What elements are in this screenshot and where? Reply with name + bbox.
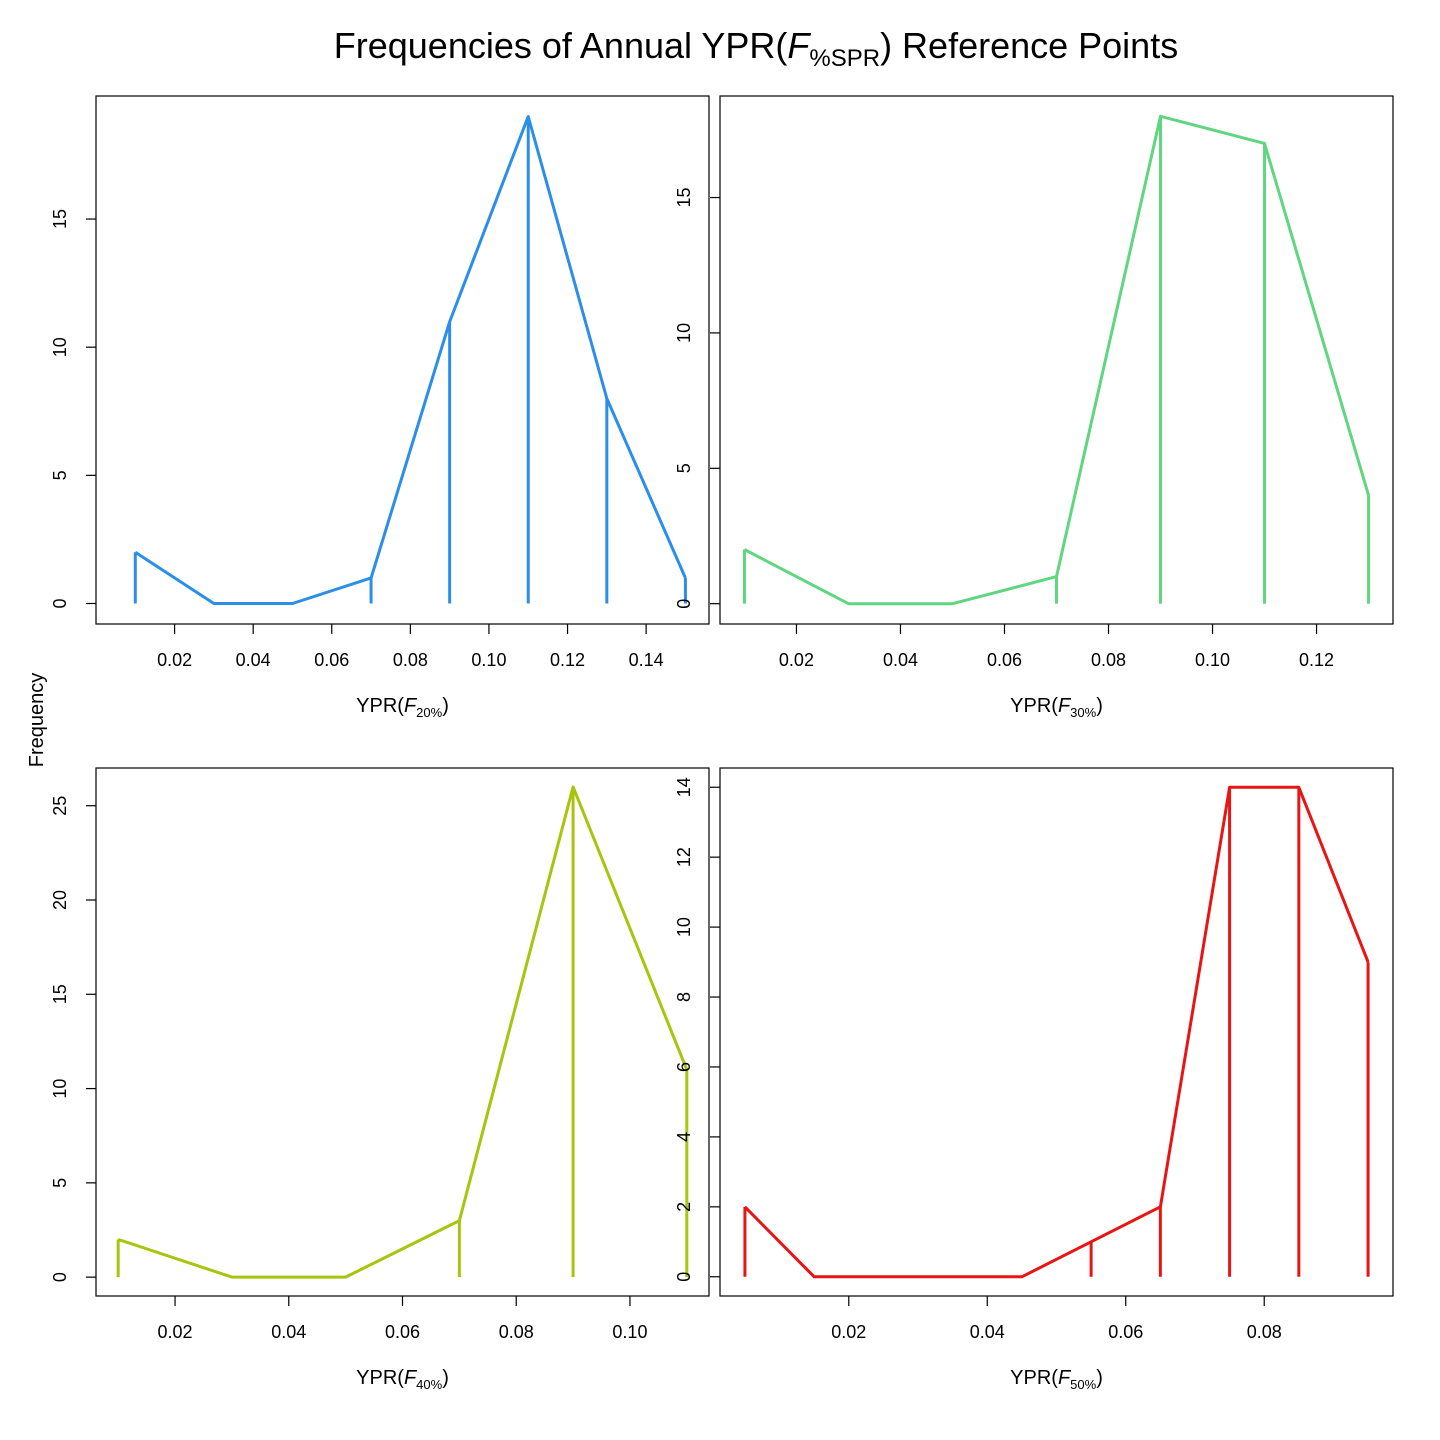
- panel-1-y-tick-label: 15: [50, 209, 70, 229]
- panel-1-plot-frame: [95, 95, 710, 625]
- panel-3-x-axis-label-subscript: 40%: [416, 1377, 442, 1392]
- panel-2-y-tick-label: 5: [674, 463, 694, 473]
- panel-1: 0.02 0.04 0.06 0.08 0.10 0.12 0.14 0 5 10 15 YPR(F2…: [50, 95, 710, 720]
- panel-2-y-tick-label: 10: [674, 323, 694, 343]
- panel-4-x-axis-label-suffix: ): [1096, 1367, 1103, 1389]
- panel-3-y-tick-label: 20: [50, 890, 70, 910]
- chart-panels: 0.02 0.04 0.06 0.08 0.10 0.12 0.14051015YPR(F2…: [50, 95, 1394, 1392]
- panel-4-x-axis-label-italic: F: [1058, 1367, 1072, 1389]
- panel-2-x-axis-label-italic: F: [1058, 695, 1072, 717]
- panel-3-x-axis-label: YPR(F40%): [356, 1367, 449, 1392]
- panel-3-y-tick-label: 10: [50, 1079, 70, 1099]
- panel-4-y-tick-label: 4: [674, 1132, 694, 1142]
- panel-1-x-tick-label: 0.02: [157, 650, 192, 670]
- panel-4-y-tick-label: 6: [674, 1062, 694, 1072]
- panel-3-x-tick-label: 0.06: [385, 1322, 420, 1342]
- figure-title: Frequencies of Annual YPR(F%SPR) Referen…: [334, 25, 1178, 72]
- panel-4-y-tick-label: 0: [674, 1272, 694, 1282]
- panel-1-x-axis-label-italic: F: [404, 695, 418, 717]
- panel-2-plot-frame: [719, 95, 1394, 625]
- panel-3-x-tick-label: 0.04: [271, 1322, 306, 1342]
- panel-3-x-axis-label-italic: F: [404, 1367, 418, 1389]
- panel-2-x-tick-label: 0.12: [1299, 650, 1334, 670]
- panel-1-x-tick-label: 0.10: [471, 650, 506, 670]
- shared-y-axis-label: Frequency: [26, 673, 48, 768]
- panel-4-x-tick-label: 0.02: [831, 1322, 866, 1342]
- panel-2-x-tick-label: 0.02: [779, 650, 814, 670]
- panel-1-x-axis-label-suffix: ): [442, 695, 449, 717]
- panel-1-x-tick-label: 0.14: [629, 650, 664, 670]
- panel-1-series-line: [134, 115, 687, 605]
- panel-3-x-axis-label-suffix: ): [442, 1367, 449, 1389]
- panel-3-y-tick-label: 15: [50, 984, 70, 1004]
- panel-3-y-tick-label: 25: [50, 796, 70, 816]
- panel-4-y-tick-label: 2: [674, 1202, 694, 1212]
- panel-4-y-tick-label: 12: [674, 847, 694, 867]
- panel-1-x-axis-label: YPR(F20%): [356, 695, 449, 720]
- panel-2-x-axis-label-prefix: YPR(: [1010, 695, 1058, 717]
- panel-2-x-axis-label-subscript: 30%: [1070, 705, 1096, 720]
- panel-1-x-tick-label: 0.12: [550, 650, 585, 670]
- panel-2-x-tick-label: 0.04: [883, 650, 918, 670]
- panel-2-x-tick-label: 0.08: [1091, 650, 1126, 670]
- figure-title-prefix: Frequencies of Annual YPR(: [334, 25, 788, 66]
- panel-3-y-tick-label: 5: [50, 1178, 70, 1188]
- panel-4-y-tick-label: 10: [674, 917, 694, 937]
- panel-4-y-tick-label: 8: [674, 992, 694, 1002]
- panel-3-x-tick-label: 0.08: [499, 1322, 534, 1342]
- figure-title-suffix: ) Reference Points: [880, 25, 1178, 66]
- panel-4-x-tick-label: 0.08: [1247, 1322, 1282, 1342]
- panel-2-x-axis-label-suffix: ): [1096, 695, 1103, 717]
- panel-4-x-tick-label: 0.04: [970, 1322, 1005, 1342]
- panel-2-y-tick-label: 0: [674, 599, 694, 609]
- panel-1-x-tick-label: 0.08: [393, 650, 428, 670]
- panel-4-x-axis-label-prefix: YPR(: [1010, 1367, 1058, 1389]
- panel-1-x-tick-label: 0.04: [236, 650, 271, 670]
- panel-1-y-tick-label: 5: [50, 470, 70, 480]
- panel-4-y-tick-label: 14: [674, 777, 694, 797]
- figure-title-italic: F: [787, 25, 811, 66]
- panel-2-x-axis-label: YPR(F30%): [1010, 695, 1103, 720]
- panel-4-x-axis-label-subscript: 50%: [1070, 1377, 1096, 1392]
- panel-3-series-line: [117, 785, 689, 1279]
- panel-1-x-tick-label: 0.06: [314, 650, 349, 670]
- panel-2-y-tick-label: 15: [674, 188, 694, 208]
- panel-4: 0.02 0.04 0.06 0.08 0 2 4 6 8 10 12 14 YPR(F50%): [674, 767, 1394, 1392]
- panel-4-x-tick-label: 0.06: [1108, 1322, 1143, 1342]
- panel-3-y-tick-label: 0: [50, 1272, 70, 1282]
- panel-3-x-axis-label-prefix: YPR(: [356, 1367, 404, 1389]
- panel-2-series-line: [743, 114, 1371, 606]
- panel-4-series-line: [743, 785, 1370, 1279]
- panel-1-x-axis-label-subscript: 20%: [416, 705, 442, 720]
- panel-3-x-tick-label: 0.02: [158, 1322, 193, 1342]
- panel-3-x-tick-label: 0.10: [612, 1322, 647, 1342]
- panel-3-plot-frame: [95, 767, 710, 1297]
- figure-title-subscript: %SPR: [809, 45, 880, 72]
- panel-2: 0.02 0.04 0.06 0.08 0.10 0.12 0 5 10 15 YPR(F30%): [674, 95, 1394, 720]
- panel-4-x-axis-label: YPR(F50%): [1010, 1367, 1103, 1392]
- panel-1-x-axis-label-prefix: YPR(: [356, 695, 404, 717]
- panel-1-y-tick-label: 10: [50, 337, 70, 357]
- panel-2-x-tick-label: 0.10: [1195, 650, 1230, 670]
- panel-2-x-tick-label: 0.06: [987, 650, 1022, 670]
- panel-1-y-tick-label: 0: [50, 598, 70, 608]
- panel-4-plot-frame: [719, 767, 1394, 1297]
